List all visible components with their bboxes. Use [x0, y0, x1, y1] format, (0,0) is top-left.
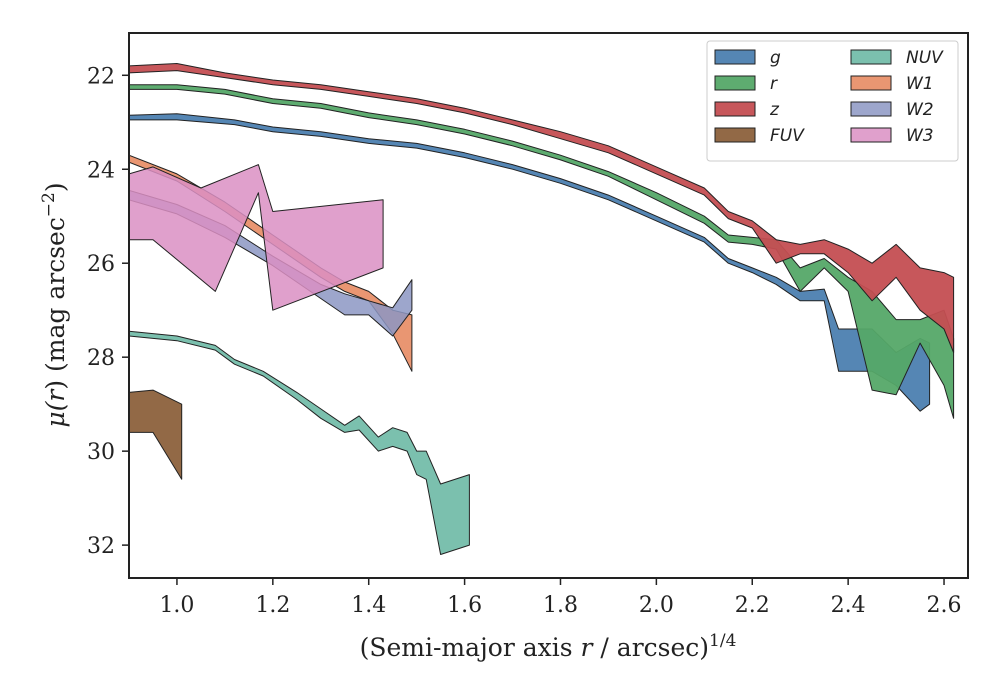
x-tick-label: 1.4: [351, 593, 386, 618]
legend-label-w3: W3: [906, 126, 934, 146]
y-tick-label: 32: [87, 534, 115, 559]
legend-label-r: r: [770, 74, 778, 94]
legend-swatch-nuv: [850, 49, 892, 65]
y-tick-label: 26: [87, 252, 115, 277]
legend-label-fuv: FUV: [770, 126, 805, 146]
legend-label-nuv: NUV: [906, 48, 944, 68]
legend-label-z: z: [769, 100, 780, 120]
series-band-g: [129, 113, 931, 412]
ticks-layer: 1.0 1.2 1.4 1.6 1.8 2.0 2.2 2.4 2.6 22 24 26 28 30 32: [87, 64, 962, 618]
series-band-w3: [129, 164, 384, 311]
series-band-fuv: [129, 389, 183, 480]
y-tick-label: 24: [87, 158, 115, 183]
x-tick-label: 1.0: [159, 593, 194, 618]
y-tick-label: 28: [87, 346, 115, 371]
legend-swatch-g: [714, 49, 756, 65]
y-tick-label: 30: [87, 440, 115, 465]
series-band-nuv: [129, 330, 470, 555]
x-tick-label: 2.0: [639, 593, 674, 618]
x-tick-label: 1.2: [255, 593, 290, 618]
x-tick-label: 2.2: [735, 593, 770, 618]
series-band-z: [129, 63, 955, 353]
legend-swatch-z: [714, 101, 756, 117]
legend-label-w1: W1: [906, 74, 934, 94]
series-band-r: [129, 84, 955, 419]
legend-swatch-r: [714, 75, 756, 91]
legend-swatch-w2: [850, 101, 892, 117]
x-tick-label: 2.4: [831, 593, 866, 618]
legend: grz FUV NUV W1 W2 W3: [706, 40, 959, 162]
x-tick-label: 2.6: [927, 593, 962, 618]
legend-swatch-fuv: [714, 127, 756, 143]
y-axis-label: μ(r) (mag arcsec−2): [39, 182, 70, 427]
plot-frame: [128, 32, 969, 579]
legend-swatch-w3: [850, 127, 892, 143]
legend-swatch-w1: [850, 75, 892, 91]
x-tick-label: 1.6: [447, 593, 482, 618]
series-layer: [129, 63, 955, 555]
legend-frame: [706, 40, 959, 162]
x-tick-label: 1.8: [543, 593, 578, 618]
legend-label-g: g: [770, 48, 781, 68]
legend-label-w2: W2: [906, 100, 934, 120]
y-tick-label: 22: [87, 64, 115, 89]
x-axis-label: (Semi-major axis r / arcsec)1/4: [360, 631, 737, 662]
